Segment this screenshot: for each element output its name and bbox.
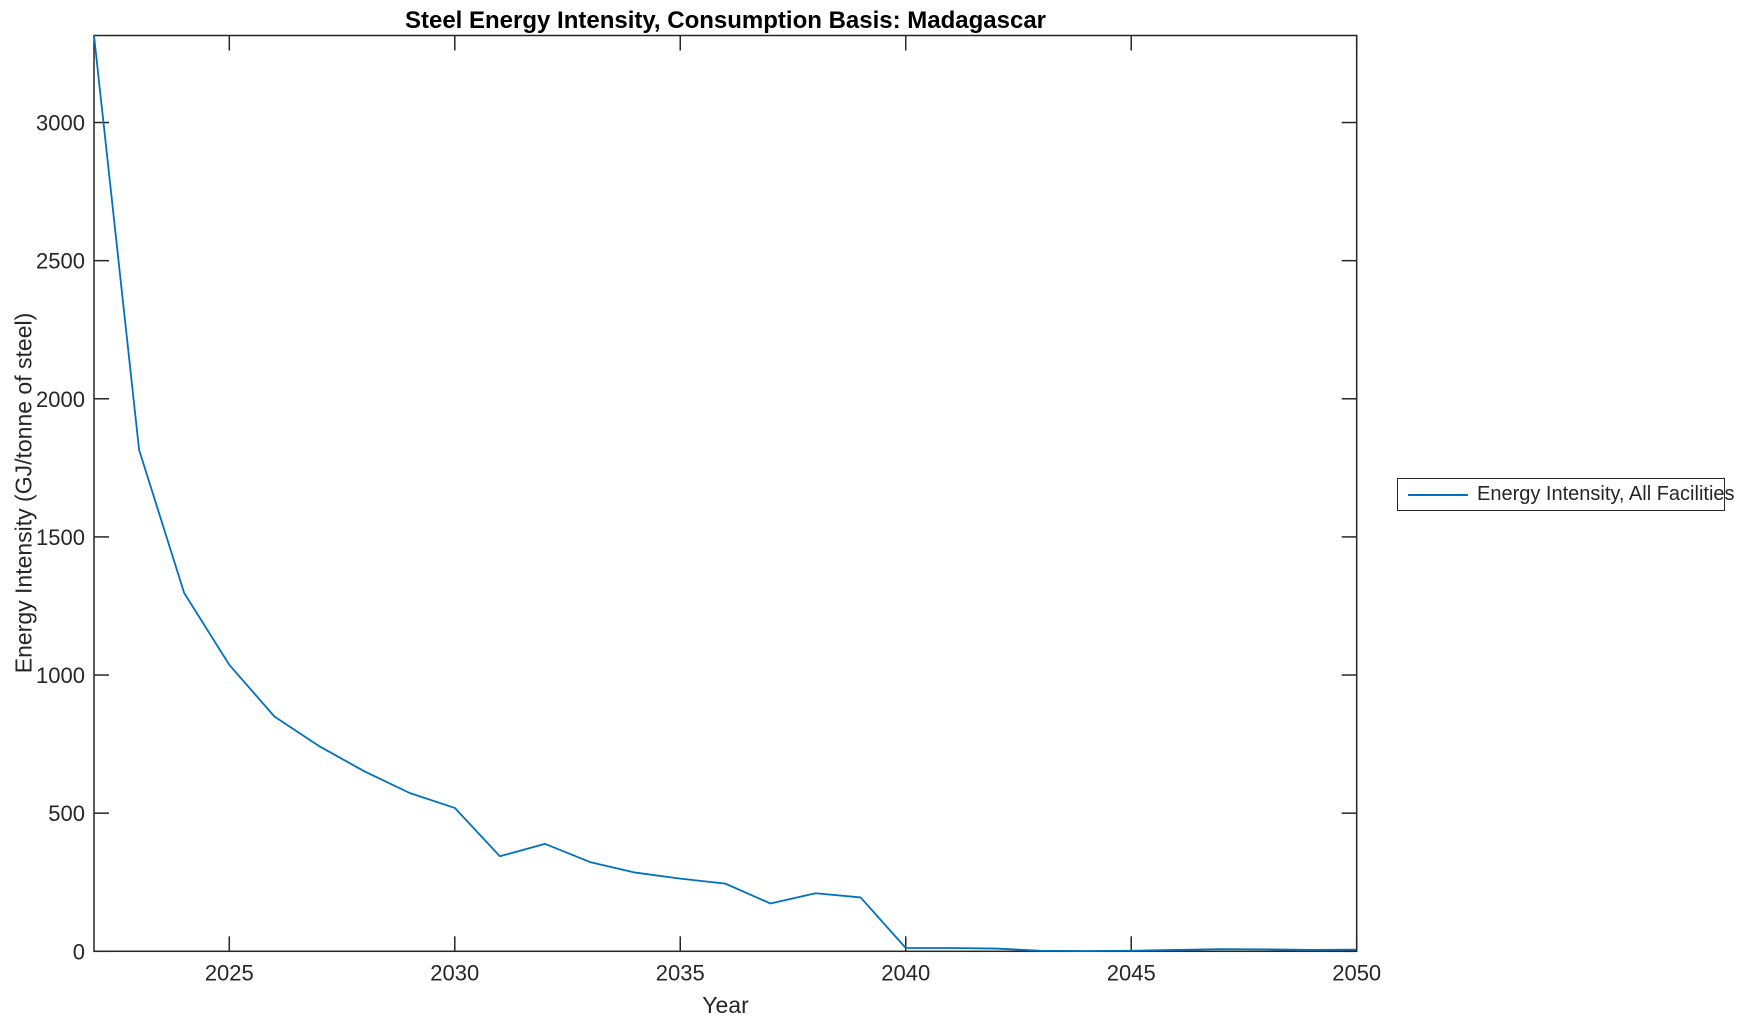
- y-tick-label: 1000: [36, 663, 85, 688]
- x-tick-label: 2035: [656, 960, 705, 985]
- legend-label: Energy Intensity, All Facilities: [1477, 483, 1735, 505]
- x-axis-label: Year: [702, 992, 749, 1018]
- y-tick-label: 3000: [36, 111, 85, 136]
- y-tick-label: 2500: [36, 249, 85, 274]
- x-tick-label: 2025: [205, 960, 254, 985]
- y-tick-label: 0: [73, 939, 85, 964]
- y-axis-label: Energy Intensity (GJ/tonne of steel): [10, 312, 37, 674]
- legend-line-sample-icon: [1408, 493, 1468, 496]
- x-tick-label: 2050: [1332, 960, 1381, 985]
- data-line: [93, 35, 1357, 952]
- x-tick-label: 2045: [1107, 960, 1156, 985]
- y-tick-label: 500: [48, 801, 85, 826]
- y-tick-label: 1500: [36, 525, 85, 550]
- chart-title: Steel Energy Intensity, Consumption Basi…: [404, 7, 1047, 34]
- x-tick-label: 2030: [430, 960, 479, 985]
- plot-border: [93, 34, 1358, 953]
- x-tick-label: 2040: [881, 960, 930, 985]
- legend: Energy Intensity, All Facilities: [1397, 478, 1735, 511]
- y-tick-label: 2000: [36, 387, 85, 412]
